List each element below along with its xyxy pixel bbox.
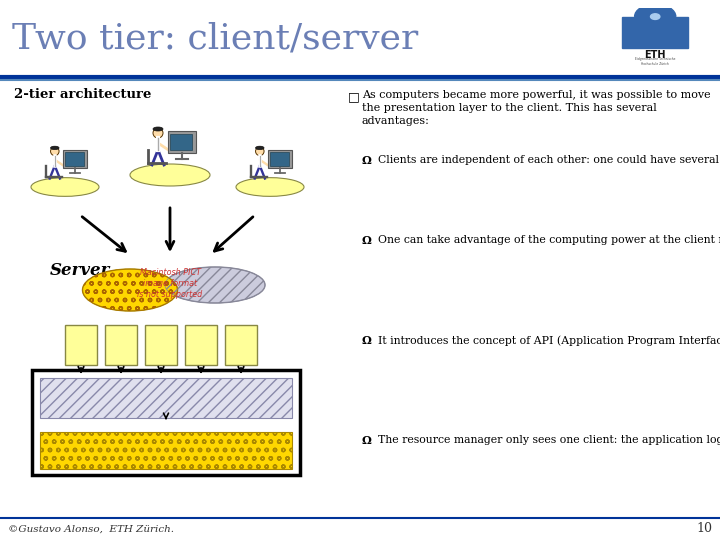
Bar bbox=[40, 432, 292, 469]
Text: Ω: Ω bbox=[362, 335, 372, 346]
Text: 10: 10 bbox=[696, 523, 712, 536]
Bar bbox=[225, 325, 257, 365]
Ellipse shape bbox=[130, 164, 210, 186]
Text: Macintosh PICT
image format
is not supported: Macintosh PICT image format is not suppo… bbox=[138, 268, 202, 299]
Text: Eidgenössische Technische
Hochschule Zürich: Eidgenössische Technische Hochschule Zür… bbox=[635, 57, 675, 66]
Text: 2-tier architecture: 2-tier architecture bbox=[14, 88, 151, 101]
Circle shape bbox=[50, 147, 59, 156]
Bar bbox=[168, 131, 196, 153]
Text: One can take advantage of the computing power at the client machine to have more: One can take advantage of the computing … bbox=[378, 235, 720, 245]
Wedge shape bbox=[634, 4, 676, 17]
Text: As computers became more powerful, it was possible to move the presentation laye: As computers became more powerful, it wa… bbox=[362, 90, 711, 126]
Text: Ω: Ω bbox=[362, 155, 372, 166]
Ellipse shape bbox=[256, 146, 264, 150]
Ellipse shape bbox=[31, 178, 99, 197]
Bar bbox=[32, 370, 300, 475]
Text: Ω: Ω bbox=[362, 235, 372, 246]
Circle shape bbox=[256, 147, 264, 156]
Ellipse shape bbox=[236, 178, 304, 197]
Bar bbox=[105, 325, 137, 365]
Ellipse shape bbox=[83, 269, 178, 311]
Text: Server: Server bbox=[50, 262, 110, 279]
Bar bbox=[145, 325, 177, 365]
Bar bbox=[270, 152, 289, 166]
Bar bbox=[65, 152, 84, 166]
Text: Clients are independent of each other: one could have several presentation layer: Clients are independent of each other: o… bbox=[378, 155, 720, 165]
Text: □: □ bbox=[348, 90, 360, 103]
Text: It introduces the concept of API (Application Program Interface). An interface t: It introduces the concept of API (Applic… bbox=[378, 335, 720, 346]
Circle shape bbox=[153, 128, 163, 138]
Text: The resource manager only sees one client: the application logic. This greatly h: The resource manager only sees one clien… bbox=[378, 435, 720, 445]
Ellipse shape bbox=[153, 127, 163, 131]
Text: Ω: Ω bbox=[362, 435, 372, 446]
Text: ETH: ETH bbox=[644, 50, 666, 59]
Ellipse shape bbox=[165, 267, 265, 303]
Ellipse shape bbox=[50, 146, 59, 150]
Bar bbox=[269, 150, 292, 168]
Bar bbox=[40, 378, 292, 418]
Text: Two tier: client/server: Two tier: client/server bbox=[12, 21, 418, 55]
Bar bbox=[622, 17, 688, 48]
Circle shape bbox=[651, 14, 660, 19]
Bar bbox=[65, 325, 97, 365]
Bar bbox=[170, 134, 192, 150]
Bar bbox=[63, 150, 87, 168]
Bar bbox=[185, 325, 217, 365]
Text: ©Gustavo Alonso,  ETH Zürich.: ©Gustavo Alonso, ETH Zürich. bbox=[8, 524, 174, 534]
